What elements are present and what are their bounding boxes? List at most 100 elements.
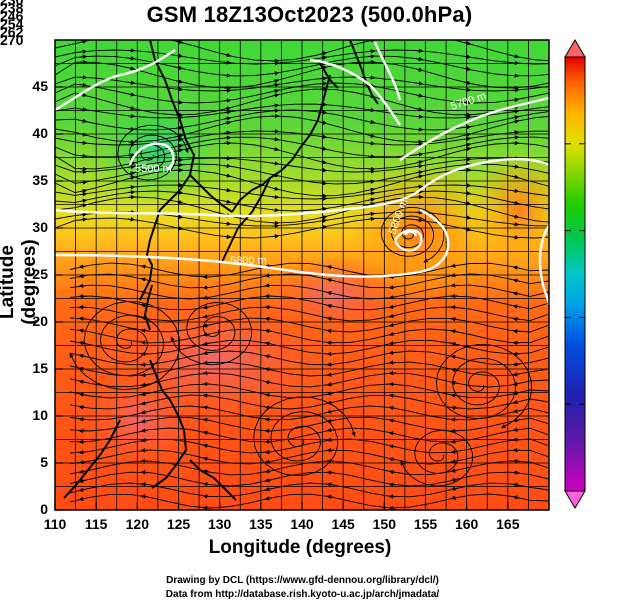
- streamline: [512, 408, 521, 414]
- streamline: [202, 332, 211, 337]
- streamline: [127, 105, 136, 111]
- streamline: [326, 265, 335, 270]
- streamline: [415, 81, 424, 86]
- streamline: [223, 135, 232, 140]
- streamline: [79, 203, 88, 208]
- streamline: [511, 222, 520, 227]
- streamline: [415, 93, 424, 98]
- coastlines: [63, 40, 379, 501]
- y-tick-label: 25: [32, 266, 48, 282]
- streamline: [326, 278, 335, 283]
- streamline: [326, 316, 335, 321]
- streamline: [55, 190, 549, 212]
- streamline: [78, 379, 87, 385]
- streamline: [512, 470, 521, 475]
- streamline: [326, 382, 335, 387]
- streamline: [388, 494, 397, 499]
- streamline: [202, 482, 211, 487]
- streamline: [271, 88, 280, 94]
- streamline: [55, 76, 549, 92]
- streamline: [512, 381, 521, 386]
- streamline: [450, 486, 459, 491]
- streamline: [78, 405, 87, 410]
- streamline: [367, 211, 376, 217]
- streamline: [79, 107, 88, 112]
- streamline: [319, 134, 328, 139]
- streamline: [512, 317, 521, 322]
- streamline: [512, 427, 521, 432]
- streamline: [78, 487, 87, 492]
- streamline: [450, 477, 459, 482]
- streamline: [78, 469, 87, 474]
- streamline: [415, 152, 424, 157]
- streamline: [140, 419, 149, 424]
- streamline: [264, 449, 273, 455]
- streamline: [140, 372, 149, 378]
- streamline: [367, 191, 376, 196]
- streamline: [202, 323, 211, 328]
- streamline: [326, 400, 335, 405]
- credit-line-dcl: Drawing by DCL (https://www.gfd-dennou.o…: [166, 575, 439, 586]
- streamline: [79, 153, 88, 159]
- streamline: [326, 328, 335, 334]
- streamline: [69, 449, 549, 465]
- streamline: [512, 362, 521, 367]
- streamline: [388, 360, 397, 365]
- streamline: [511, 200, 520, 205]
- streamline: [140, 428, 149, 433]
- streamline: [367, 197, 376, 202]
- streamline: [511, 188, 520, 194]
- streamline: [326, 427, 335, 433]
- streamline: [223, 173, 232, 178]
- streamline: [388, 285, 397, 290]
- streamline: [127, 92, 136, 97]
- streamline: [127, 56, 136, 61]
- streamline: [450, 367, 459, 373]
- streamline: [388, 444, 397, 449]
- streamline: [415, 170, 424, 175]
- streamline: [271, 103, 280, 108]
- streamline: [319, 55, 328, 60]
- streamline: [79, 40, 88, 44]
- streamline: [55, 136, 549, 158]
- streamline: [140, 391, 149, 397]
- streamline: [264, 478, 273, 483]
- streamline: [175, 65, 184, 70]
- streamline: [175, 79, 184, 84]
- streamline: [202, 285, 211, 290]
- streamline: [140, 264, 149, 269]
- streamline: [264, 380, 273, 385]
- streamline: [79, 192, 88, 197]
- streamline: [69, 405, 549, 421]
- streamline: [55, 115, 549, 143]
- streamline: [223, 116, 232, 121]
- streamline: [319, 215, 328, 220]
- streamline: [388, 457, 397, 462]
- streamline: [55, 103, 549, 119]
- x-tick-label: 110: [43, 516, 67, 532]
- streamline: [55, 184, 549, 200]
- streamline: [367, 119, 376, 125]
- streamline: [264, 405, 273, 410]
- streamline: [512, 278, 521, 283]
- streamline: [175, 162, 184, 168]
- streamline: [69, 339, 549, 355]
- colorbar-tick-label: 230: [0, 0, 24, 8]
- streamline: [319, 168, 328, 173]
- colorbar-tick-label: 246: [0, 8, 24, 24]
- streamline: [79, 140, 88, 146]
- y-tick-label: 0: [40, 501, 48, 517]
- y-axis-label: Latitude (degrees): [0, 239, 40, 325]
- streamline: [319, 218, 328, 223]
- streamline: [326, 372, 335, 377]
- streamline: [223, 199, 232, 204]
- streamline: [264, 354, 273, 359]
- streamline: [127, 153, 136, 158]
- streamline: [512, 399, 521, 405]
- streamline: [69, 350, 549, 366]
- streamline: [223, 221, 232, 226]
- streamline: [450, 495, 459, 500]
- streamline: [271, 146, 280, 152]
- streamline: [79, 212, 88, 217]
